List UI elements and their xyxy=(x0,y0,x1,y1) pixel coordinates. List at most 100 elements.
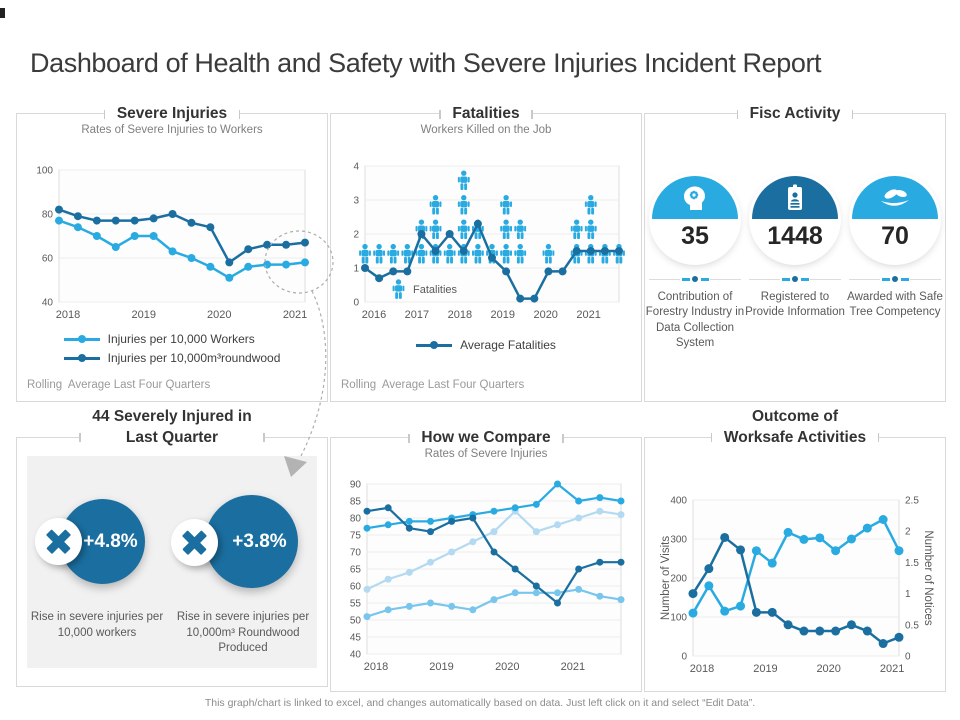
divider-ornament xyxy=(749,276,841,282)
svg-text:40: 40 xyxy=(350,650,362,661)
panel-how-we-compare: How we Compare Rates of Severe Injuries … xyxy=(330,427,642,692)
percent-circle: +4.8% xyxy=(60,499,145,584)
svg-text:2020: 2020 xyxy=(207,309,231,321)
badge-value: +3.8% xyxy=(232,530,287,552)
svg-text:45: 45 xyxy=(350,633,362,644)
svg-text:40: 40 xyxy=(42,298,54,309)
panel-fisc-activity: Fisc Activity 35 Co xyxy=(644,103,946,402)
svg-text:Fatalities: Fatalities xyxy=(413,284,458,296)
legend-item: Injuries per 10,000 Workers xyxy=(63,332,255,346)
svg-text:2021: 2021 xyxy=(283,309,307,321)
panel-title: Fisc Activity xyxy=(645,103,945,125)
svg-text:Number of Notices: Number of Notices xyxy=(922,530,934,625)
stat-value: 1448 xyxy=(767,222,823,250)
stat-label: Registered to Provide Information xyxy=(745,291,845,319)
svg-text:85: 85 xyxy=(350,497,362,508)
svg-text:2019: 2019 xyxy=(429,661,453,673)
svg-text:2021: 2021 xyxy=(576,309,600,321)
svg-text:2.5: 2.5 xyxy=(905,496,919,507)
svg-text:55: 55 xyxy=(350,599,362,610)
increase-badge-roundwood: +3.8% Rise in severe injuries per 10,000… xyxy=(167,438,319,686)
svg-text:1: 1 xyxy=(353,264,359,275)
x-icon xyxy=(181,529,208,556)
panel-subtitle: Rates of Severe Injuries to Workers xyxy=(81,124,263,136)
svg-text:Number of Visits: Number of Visits xyxy=(660,536,672,620)
legend-label: Injuries per 10,000m³roundwood xyxy=(107,351,281,365)
svg-text:2018: 2018 xyxy=(56,309,80,321)
panel-subtitle: Rates of Severe Injuries xyxy=(424,448,548,460)
svg-text:3: 3 xyxy=(353,196,359,207)
legend-label: Injuries per 10,000 Workers xyxy=(107,332,255,346)
divider-ornament xyxy=(849,276,941,282)
stat-value: 70 xyxy=(881,222,909,250)
svg-text:80: 80 xyxy=(350,514,362,525)
legend-item: Injuries per 10,000m³roundwood xyxy=(63,351,281,365)
fatalities-chart[interactable]: 0 1 2 3 4 2016 2017 2018 2019 2020 2021 Fatalities xyxy=(335,152,637,337)
svg-text:2021: 2021 xyxy=(880,663,904,675)
svg-text:2019: 2019 xyxy=(132,309,156,321)
badge-label: Rise in severe injuries per 10,000 worke… xyxy=(30,611,164,639)
x-icon xyxy=(45,528,72,555)
svg-text:1.5: 1.5 xyxy=(905,558,919,569)
svg-text:2021: 2021 xyxy=(561,661,585,673)
id-badge-icon xyxy=(788,184,802,210)
panel-title: Fatalities xyxy=(331,103,641,125)
svg-text:200: 200 xyxy=(670,574,687,585)
svg-text:2018: 2018 xyxy=(364,661,388,673)
severe-injuries-chart[interactable]: 40 60 80 100 2018 2019 2020 2021 xyxy=(23,152,321,337)
severe-injuries-legend: Injuries per 10,000 Workers Injuries per… xyxy=(17,332,327,365)
panel-outcome: Outcome of Worksafe Activities 0 100 200 30… xyxy=(644,406,946,692)
stat-label: Awarded with Safe Tree Competency xyxy=(847,291,943,319)
head-gear-icon xyxy=(684,186,705,210)
stat-card-registered: 1448 Registered to Provide Information xyxy=(745,176,845,321)
svg-text:2: 2 xyxy=(905,527,911,538)
rolling-average-note: Rolling Average Last Four Quarters xyxy=(27,379,211,391)
legend-item: Average Fatalities xyxy=(416,338,556,352)
panel-subtitle: Workers Killed on the Job xyxy=(420,124,552,136)
stat-value: 35 xyxy=(681,222,709,250)
x-badge xyxy=(171,519,218,566)
x-badge xyxy=(35,518,82,565)
leaf-hand-icon xyxy=(881,188,909,206)
stat-card-forestry: 35 Contribution of Forestry Industry in … xyxy=(645,176,745,351)
svg-text:4: 4 xyxy=(353,162,359,173)
outcome-chart[interactable]: 0 100 200 300 400 0 0.5 1 1.5 2 2.5 2018 2019 2020 202… xyxy=(653,488,937,689)
svg-text:0: 0 xyxy=(905,652,911,663)
legend-swatch-line xyxy=(63,335,100,343)
legend-swatch-line xyxy=(63,354,100,362)
svg-text:2018: 2018 xyxy=(448,309,472,321)
panel-title: Severe Injuries xyxy=(17,103,327,125)
svg-text:400: 400 xyxy=(670,496,687,507)
svg-text:2019: 2019 xyxy=(753,663,777,675)
svg-text:70: 70 xyxy=(350,548,362,559)
fatalities-legend: Average Fatalities xyxy=(331,338,641,352)
svg-text:65: 65 xyxy=(350,565,362,576)
panel-title: Outcome of Worksafe Activities xyxy=(645,406,945,448)
svg-text:2020: 2020 xyxy=(495,661,519,673)
svg-text:2020: 2020 xyxy=(816,663,840,675)
panel-title: How we Compare xyxy=(331,427,641,449)
how-we-compare-chart[interactable]: 40 45 50 55 60 65 70 75 80 85 90 2018 2019 2020 2021 xyxy=(337,472,635,689)
svg-text:75: 75 xyxy=(350,531,362,542)
increase-badge-workers: +4.8% Rise in severe injuries per 10,000… xyxy=(27,438,167,686)
divider-ornament xyxy=(649,276,741,282)
svg-text:100: 100 xyxy=(670,613,687,624)
svg-text:50: 50 xyxy=(350,616,362,627)
badge-label: Rise in severe injuries per 10,000m³ Rou… xyxy=(176,611,310,655)
svg-text:2: 2 xyxy=(353,230,359,241)
svg-text:0: 0 xyxy=(353,298,359,309)
legend-swatch-line xyxy=(416,341,453,349)
page-title: Dashboard of Health and Safety with Seve… xyxy=(30,48,822,79)
svg-text:90: 90 xyxy=(350,480,362,491)
page-footer: This graph/chart is linked to excel, and… xyxy=(204,697,756,709)
rolling-average-note: Rolling Average Last Four Quarters xyxy=(341,379,525,391)
corner-mark xyxy=(0,8,5,18)
panel-severely-injured: 44 Severely Injured in Last Quarter +4.8… xyxy=(16,406,328,687)
svg-text:60: 60 xyxy=(42,254,54,265)
svg-text:60: 60 xyxy=(350,582,362,593)
svg-text:0.5: 0.5 xyxy=(905,620,919,631)
svg-text:1: 1 xyxy=(905,589,911,600)
stat-card-awarded: 70 Awarded with Safe Tree Competency xyxy=(845,176,945,321)
svg-text:100: 100 xyxy=(36,166,53,177)
